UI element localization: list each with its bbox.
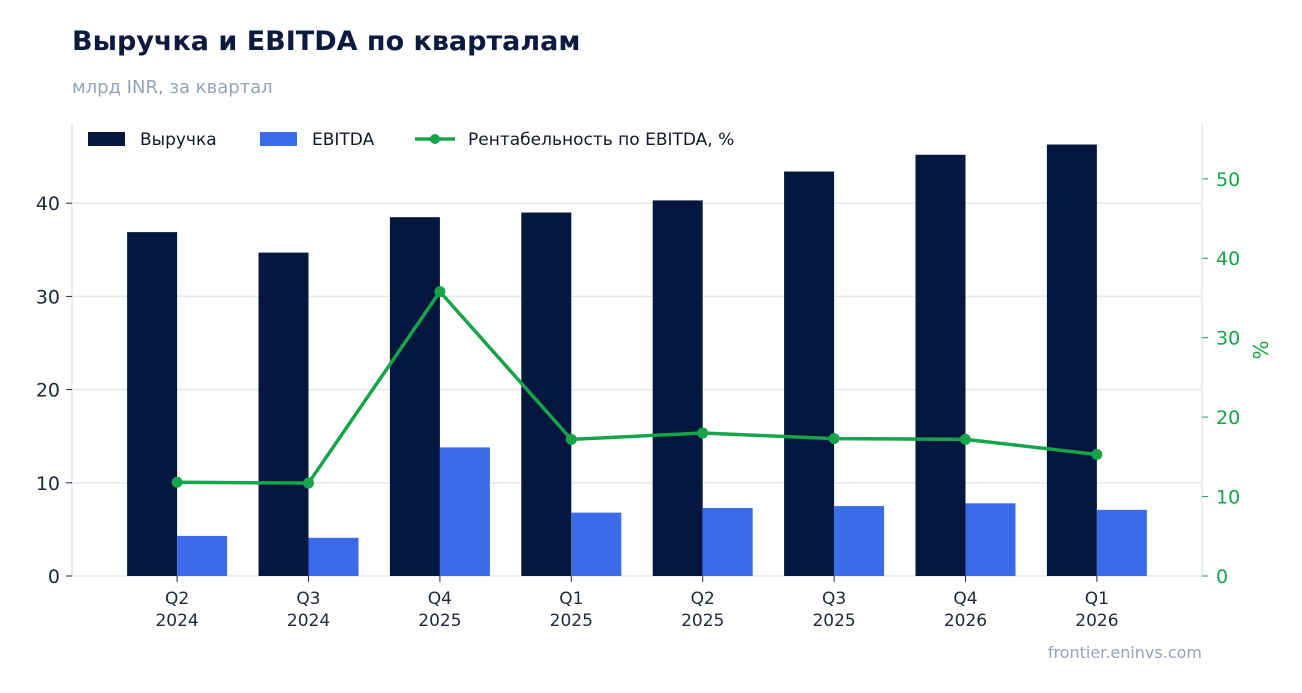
legend-label-margin: Рентабельность по EBITDA, % <box>468 130 734 150</box>
x-tick-label-year: 2026 <box>1075 611 1118 631</box>
bar-revenue <box>784 171 835 576</box>
x-tick-label-quarter: Q4 <box>953 589 977 609</box>
x-tick-label-quarter: Q2 <box>691 589 715 609</box>
bar-ebitda <box>702 507 753 576</box>
x-tick-label-year: 2025 <box>550 611 593 631</box>
x-tick-label-year: 2025 <box>681 611 724 631</box>
bar-revenue <box>127 232 178 576</box>
point-margin <box>697 427 709 439</box>
bar-ebitda <box>439 447 490 576</box>
chart-title: Выручка и EBITDA по кварталам <box>72 26 581 57</box>
legend-swatch-ebitda <box>260 132 297 146</box>
x-tick-label-quarter: Q3 <box>296 589 320 609</box>
bar-ebitda <box>177 535 228 576</box>
x-tick-label-quarter: Q1 <box>1085 589 1109 609</box>
point-margin <box>303 477 315 489</box>
legend-label-revenue: Выручка <box>140 130 217 150</box>
y2-axis-label: % <box>1249 340 1273 359</box>
y2-tick-label: 40 <box>1216 248 1240 270</box>
x-tick-label-year: 2026 <box>944 611 987 631</box>
y2-tick-label: 10 <box>1216 487 1240 509</box>
line-margin <box>177 289 1098 485</box>
x-tick-label-quarter: Q4 <box>428 589 452 609</box>
x-tick-label-quarter: Q1 <box>559 589 583 609</box>
bar-revenue <box>389 217 440 577</box>
bar-revenue <box>521 212 572 577</box>
y-tick-label: 10 <box>36 473 60 495</box>
point-margin <box>959 433 971 445</box>
x-tick-label-year: 2024 <box>155 611 198 631</box>
y-tick-label: 20 <box>36 380 60 402</box>
point-margin <box>171 476 183 488</box>
y-tick-label: 30 <box>36 286 60 308</box>
legend-swatch-margin-point <box>430 134 440 144</box>
bar-revenue <box>652 200 703 576</box>
y2-tick-label: 0 <box>1216 566 1228 588</box>
bar-ebitda <box>308 537 359 576</box>
legend-swatch-revenue <box>88 132 125 146</box>
x-tick-label-year: 2024 <box>287 611 330 631</box>
y2-tick-label: 50 <box>1216 169 1240 191</box>
point-margin <box>1091 448 1103 460</box>
x-tick-label-year: 2025 <box>812 611 855 631</box>
bar-ebitda <box>1096 509 1147 576</box>
bar-ebitda <box>571 512 622 576</box>
bar-revenue <box>915 154 966 576</box>
point-margin <box>565 433 577 445</box>
y2-tick-label: 30 <box>1216 328 1240 350</box>
bar-ebitda <box>834 506 885 576</box>
point-margin <box>434 286 446 298</box>
source-label: frontier.eninvs.com <box>1047 643 1202 662</box>
y2-tick-label: 20 <box>1216 407 1240 429</box>
x-tick-label-quarter: Q3 <box>822 589 846 609</box>
y-tick-label: 0 <box>48 566 60 588</box>
bar-revenue <box>1046 144 1097 576</box>
bar-ebitda <box>965 503 1016 576</box>
y-tick-label: 40 <box>36 193 60 215</box>
chart-subtitle: млрд INR, за квартал <box>72 77 273 98</box>
legend-label-ebitda: EBITDA <box>312 130 375 150</box>
x-tick-label-quarter: Q2 <box>165 589 189 609</box>
point-margin <box>828 433 840 445</box>
bar-revenue <box>258 252 309 577</box>
x-tick-label-year: 2025 <box>418 611 461 631</box>
